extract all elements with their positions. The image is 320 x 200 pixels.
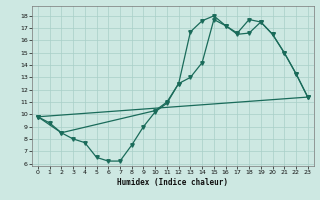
X-axis label: Humidex (Indice chaleur): Humidex (Indice chaleur)	[117, 178, 228, 187]
